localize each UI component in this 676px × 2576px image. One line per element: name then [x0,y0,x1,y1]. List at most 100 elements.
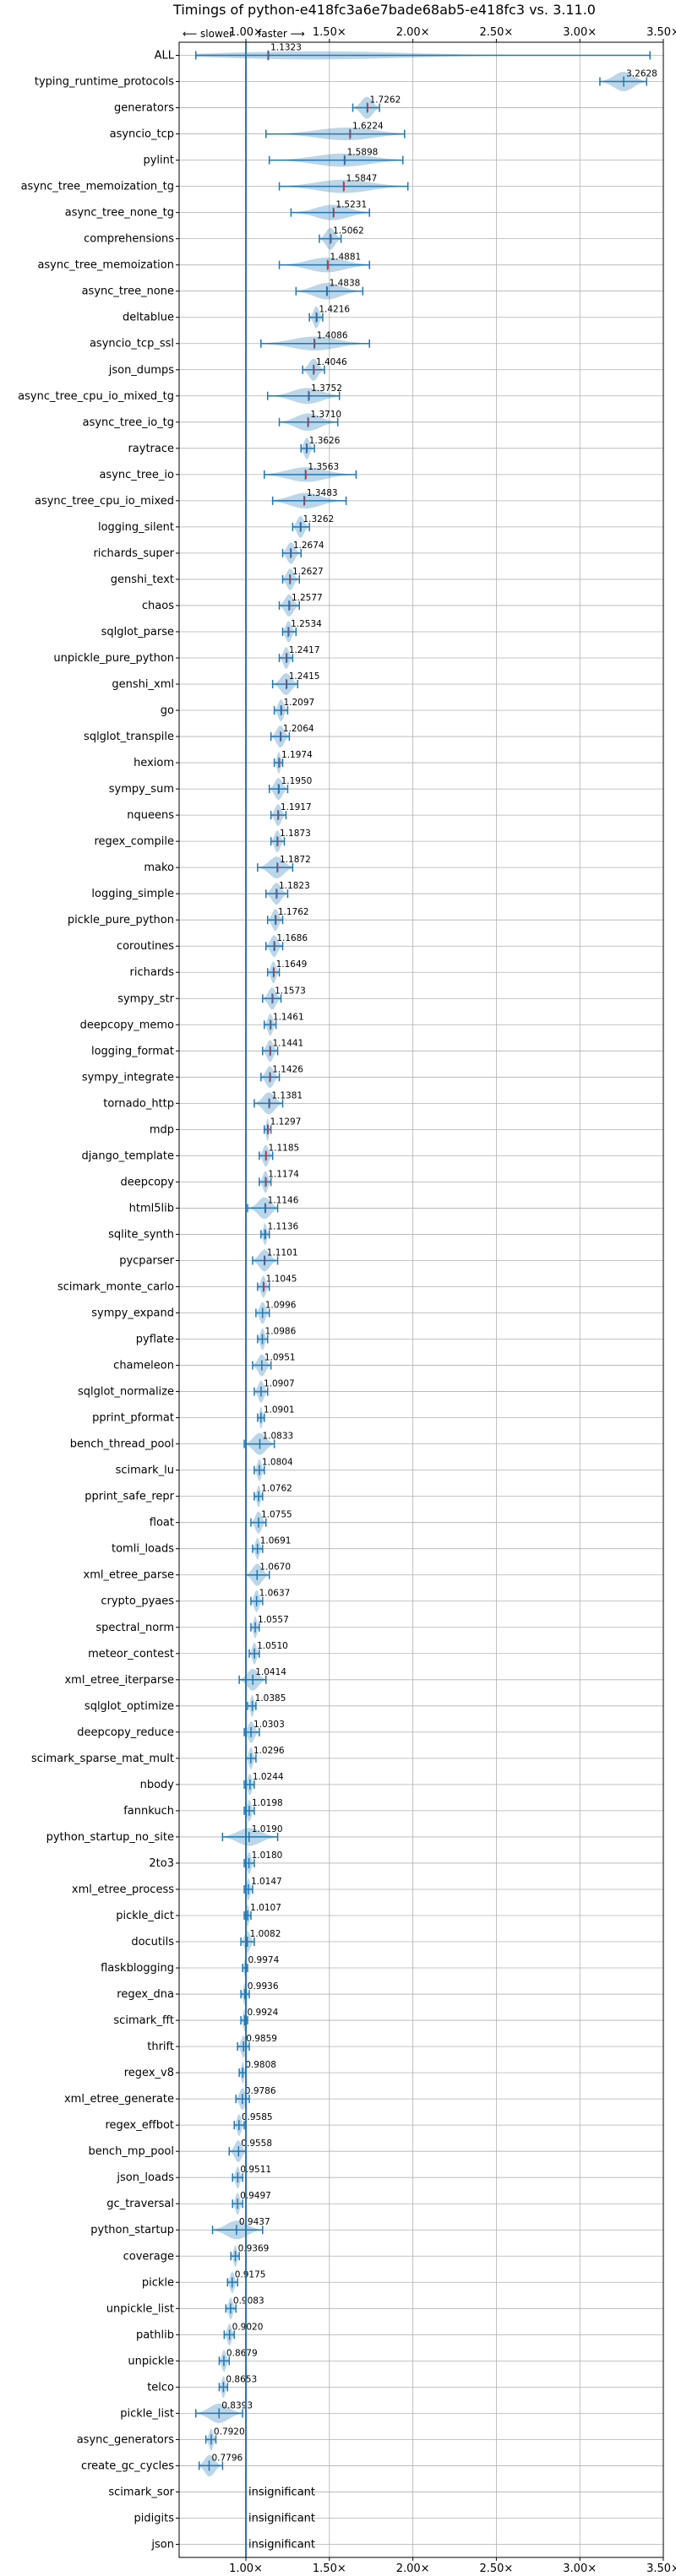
value-label: 1.2064 [283,724,314,734]
chart-title: Timings of python-e418fc3a6e7bade68ab5-e… [172,2,596,18]
violin-pickle_pure_python: 1.1762 [266,907,309,932]
value-label: 0.9020 [232,2322,264,2332]
benchmark-label: async_tree_cpu_io_mixed_tg [18,390,174,403]
benchmark-label: pickle_list [120,2407,174,2420]
value-label: 1.4881 [330,253,361,263]
violin-tomli_loads: 1.0691 [252,1536,292,1560]
value-label: 1.0691 [260,1536,292,1546]
value-label: 1.4086 [317,331,348,341]
benchmark-label: genshi_xml [112,678,174,691]
benchmark-label: richards [130,966,175,979]
value-label: 1.0996 [265,1301,297,1311]
value-label: 0.9808 [245,2060,276,2070]
x-tick-label-top: 2.50× [479,26,513,39]
benchmark-label: sqlglot_normalize [78,1386,174,1399]
benchmark-label: async_tree_none_tg [65,207,174,220]
value-label: 0.9585 [242,2112,273,2122]
x-tick-label-bottom: 3.00× [563,2562,597,2575]
value-label: 1.0901 [264,1405,295,1416]
benchmark-label: crypto_pyaes [101,1595,174,1608]
value-label: 1.1461 [273,1012,304,1022]
violin-pickle: 0.9175 [226,2269,266,2294]
violin-hexiom: 1.1974 [273,750,313,774]
benchmark-label: nbody [140,1779,175,1791]
value-label: 0.8679 [226,2348,258,2358]
value-label: 1.1297 [270,1117,302,1127]
benchmark-label: deltablue [123,312,174,324]
value-label: 1.0755 [261,1510,292,1520]
violin-xml_etree_parse: 1.0670 [245,1562,291,1586]
benchmark-label: xml_etree_process [72,1883,174,1896]
value-label: 1.0414 [255,1667,286,1677]
value-label: 1.5898 [347,148,379,158]
violin-pickle_list: 0.8393 [195,2400,253,2423]
value-label: 1.1573 [275,986,306,996]
violin-deepcopy_memo: 1.1461 [264,1012,304,1036]
y-axis-labels: ALL typing_runtime_protocols generators asy… [18,50,179,2551]
benchmark-label: create_gc_cycles [81,2459,174,2472]
violin-sympy_sum: 1.1950 [268,776,312,801]
value-label: 1.1649 [276,959,308,970]
value-label: 1.1045 [266,1274,297,1284]
value-label: 0.7920 [214,2427,245,2437]
violin-async_tree_cpu_io_mixed: 1.3483 [271,488,347,509]
value-label: 1.0147 [251,1877,282,1887]
value-label: 0.9497 [240,2191,271,2201]
benchmark-label: sympy_sum [109,783,174,796]
violin-sympy_str: 1.1573 [262,986,306,1010]
value-label: 1.1174 [268,1169,299,1179]
value-label: 1.2577 [292,593,323,603]
insignificant-label: insignificant [248,2486,315,2498]
benchmark-label: scimark_fft [113,2014,174,2027]
value-label: 1.0180 [252,1850,283,1861]
value-label: 1.3483 [307,488,338,498]
x-tick-label-top: 3.50× [646,26,676,39]
violin-mdp: 1.1297 [264,1117,302,1141]
benchmark-label: django_template [82,1149,174,1162]
benchmark-label: generators [114,102,174,115]
violin-fannkuch: 1.0198 [243,1798,283,1822]
benchmark-label: go [161,704,174,717]
violin-asyncio_tcp: 1.6224 [264,122,406,141]
x-tick-label-bottom: 2.50× [479,2562,513,2575]
value-label: 1.1185 [268,1143,299,1153]
benchmark-label: scimark_sparse_mat_mult [31,1753,174,1765]
violin-sqlglot_transpile: 1.2064 [270,724,314,748]
benchmark-label: raytrace [128,443,174,455]
violin-genshi_xml: 1.2415 [271,671,320,695]
value-label: 1.4216 [319,305,350,315]
value-label: 1.1441 [273,1038,304,1048]
benchmark-label: meteor_contest [88,1648,174,1660]
value-label: 1.1873 [280,829,311,839]
violin-deepcopy: 1.1174 [259,1169,299,1193]
benchmark-label: sqlglot_parse [101,626,174,639]
violin-json_dumps: 1.4046 [302,357,347,381]
benchmark-label: logging_format [91,1045,174,1057]
violin-regex_effbot: 0.9585 [233,2112,273,2137]
violin-richards_super: 1.2674 [281,541,324,564]
benchmark-label: xml_etree_iterparse [64,1674,174,1687]
value-label: 1.0951 [264,1353,296,1363]
benchmark-label: mdp [150,1123,174,1136]
violin-chaos: 1.2577 [278,593,323,617]
value-label: 1.3752 [311,383,342,394]
violin-sqlglot_parse: 1.2534 [281,619,322,643]
benchmark-label: comprehensions [84,233,174,246]
value-label: 1.1136 [267,1221,298,1231]
benchmark-label: mako [144,861,174,874]
value-label: 0.9175 [235,2269,266,2280]
benchmark-label: unpickle_list [106,2302,174,2315]
value-label: 1.5231 [335,200,367,210]
benchmark-label: xml_etree_generate [64,2093,174,2106]
violin-crypto_pyaes: 1.0637 [250,1589,290,1612]
x-tick-label-top: 2.00× [396,26,430,39]
benchmark-label: json_loads [116,2171,174,2184]
value-label: 1.1146 [268,1195,299,1205]
violin-ALL: 1.1323 [195,43,651,61]
x-tick-label-bottom: 3.50× [646,2562,676,2575]
benchmark-label: sympy_integrate [82,1071,174,1084]
violin-deltablue: 1.4216 [308,305,350,329]
value-label: 1.2097 [283,698,314,708]
violin-sqlglot_normalize: 1.0907 [254,1379,295,1403]
